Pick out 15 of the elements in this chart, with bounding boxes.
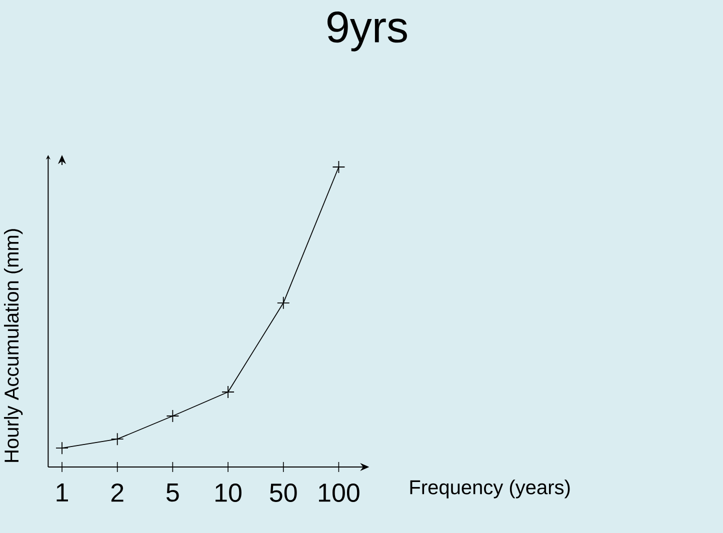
x-tick-label: 2	[111, 484, 124, 502]
x-tick-label: 1	[56, 484, 68, 502]
x-tick-label: 5	[166, 484, 179, 502]
point	[56, 442, 68, 455]
chart-title: 9yrs	[327, 12, 407, 52]
x-tick-label: 50	[270, 484, 297, 502]
point	[332, 160, 346, 174]
point	[110, 432, 124, 446]
x-tick-label: 100	[319, 484, 360, 502]
point	[166, 410, 180, 422]
point	[222, 386, 234, 398]
point	[276, 296, 290, 310]
x-axis-title: Frequency (years)	[410, 480, 570, 498]
y-axis-title: Hourly Accumulation (mm)	[4, 229, 23, 462]
x-tick-label: 10	[216, 484, 242, 502]
